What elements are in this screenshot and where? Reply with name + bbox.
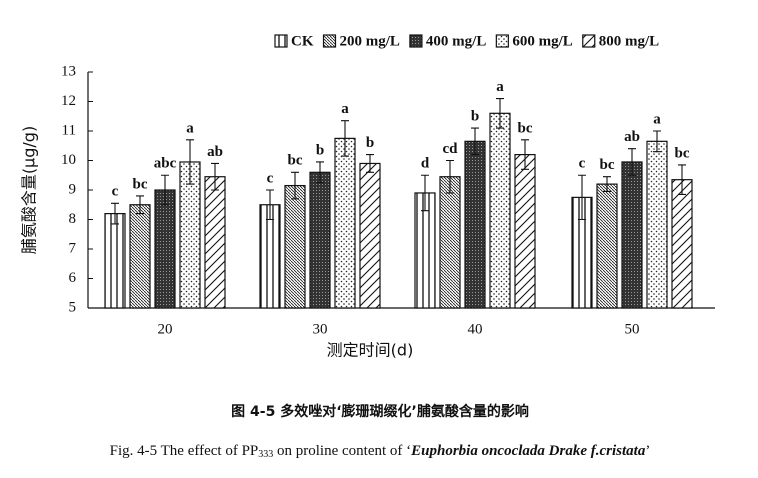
error-bar xyxy=(628,148,636,176)
bar xyxy=(621,161,643,309)
error-bar xyxy=(266,189,274,221)
bar xyxy=(671,179,693,309)
caption-en: Fig. 4-5 The effect of PP333 on proline … xyxy=(110,443,651,460)
bar xyxy=(204,176,226,309)
significance-label: cd xyxy=(443,141,459,157)
error-bar xyxy=(603,176,611,193)
significance-label: a xyxy=(341,101,349,117)
error-bar xyxy=(211,162,219,191)
bar xyxy=(646,140,668,309)
error-bar xyxy=(678,164,686,195)
error-bar xyxy=(291,171,299,200)
significance-label: ab xyxy=(207,144,223,160)
legend-label: 600 mg/L xyxy=(512,33,572,49)
legend-label: 400 mg/L xyxy=(426,33,486,49)
error-bar xyxy=(341,120,349,157)
x-axis-label: 测定时间(d) xyxy=(327,341,414,360)
significance-label: a xyxy=(496,79,504,95)
significance-label: b xyxy=(316,142,324,158)
y-tick-label: 13 xyxy=(61,63,76,79)
bar xyxy=(439,176,461,309)
bar xyxy=(514,154,536,309)
y-tick-label: 6 xyxy=(69,270,77,286)
bar xyxy=(104,213,126,309)
significance-label: bc xyxy=(600,157,615,173)
caption-zh: 图 4-5 多效唑对‘膨珊瑚缀化’脯氨酸含量的影响 xyxy=(231,403,529,420)
bar xyxy=(154,189,176,309)
significance-label: abc xyxy=(154,156,177,172)
bar xyxy=(129,204,151,309)
y-tick-label: 9 xyxy=(69,181,77,197)
significance-label: b xyxy=(366,135,374,151)
significance-label: c xyxy=(267,170,274,186)
y-axis-label: 脯氨酸含量(μg/g) xyxy=(20,126,39,254)
y-tick-label: 7 xyxy=(69,240,77,256)
significance-label: d xyxy=(421,156,430,172)
significance-label: ab xyxy=(624,129,640,145)
significance-label: bc xyxy=(518,120,533,136)
caption-part: Fig. 4-5 The effect of PP xyxy=(110,443,259,459)
legend-label: CK xyxy=(291,33,314,49)
significance-label: bc xyxy=(133,176,148,192)
significance-label: bc xyxy=(675,145,690,161)
significance-label: a xyxy=(186,120,194,136)
y-tick-label: 11 xyxy=(62,122,76,138)
y-tick-label: 8 xyxy=(69,211,77,227)
significance-label: a xyxy=(653,111,661,127)
caption-part: on proline content of ‘ xyxy=(273,443,411,459)
error-bar xyxy=(653,130,661,153)
error-bar xyxy=(316,161,324,184)
caption-part: ’ xyxy=(645,443,650,459)
bar xyxy=(284,184,306,309)
x-tick-label: 20 xyxy=(158,321,173,337)
error-bar xyxy=(136,195,144,215)
legend-swatch xyxy=(495,34,509,48)
bar xyxy=(259,204,281,309)
legend-swatch xyxy=(409,34,423,48)
legend-label: 200 mg/L xyxy=(340,33,400,49)
legend-label: 800 mg/L xyxy=(599,33,659,49)
legend-swatch xyxy=(322,34,337,48)
error-bar xyxy=(111,202,119,225)
y-tick-label: 10 xyxy=(61,152,76,168)
error-bar xyxy=(421,174,429,212)
bar xyxy=(464,140,486,309)
significance-label: bc xyxy=(288,153,303,169)
error-bar xyxy=(186,139,194,185)
error-bar xyxy=(366,154,374,173)
bar xyxy=(489,112,511,309)
legend-swatch xyxy=(274,34,288,48)
y-tick-label: 5 xyxy=(69,299,77,315)
caption-species: Euphorbia oncoclada Drake f.cristata xyxy=(410,443,646,459)
error-bar xyxy=(521,139,529,170)
error-bar xyxy=(161,174,169,206)
error-bar xyxy=(578,174,586,221)
y-tick-label: 12 xyxy=(61,93,76,109)
caption-subscript: 333 xyxy=(258,449,273,460)
error-bar xyxy=(471,127,479,156)
significance-label: b xyxy=(471,108,479,124)
x-tick-label: 50 xyxy=(625,321,640,337)
x-tick-label: 40 xyxy=(468,321,483,337)
significance-label: c xyxy=(579,156,586,172)
legend-swatch xyxy=(582,34,596,48)
bar xyxy=(334,137,356,309)
error-bar xyxy=(446,159,454,194)
bar xyxy=(309,171,331,309)
bar xyxy=(359,162,381,309)
x-tick-label: 30 xyxy=(313,321,328,337)
bar xyxy=(596,183,618,309)
error-bar xyxy=(496,98,504,129)
significance-label: c xyxy=(112,184,119,200)
